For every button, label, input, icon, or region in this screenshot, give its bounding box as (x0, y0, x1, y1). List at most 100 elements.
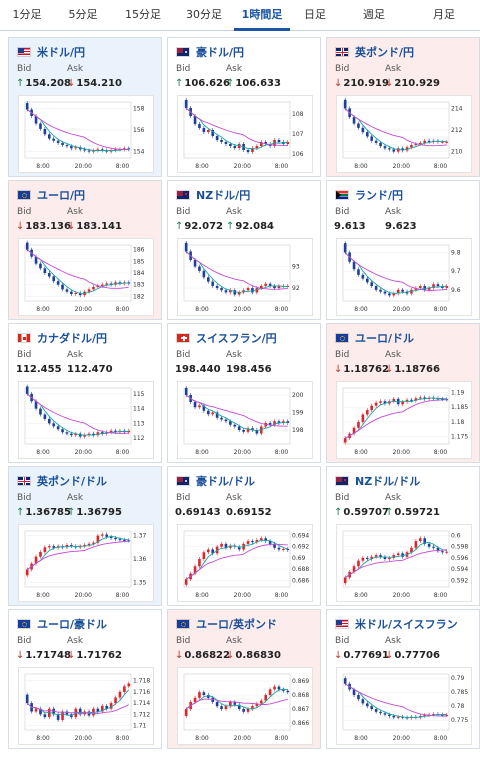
price-chart[interactable]: 1.19 1.185 1.18 1.175 8:00 20:00 8:00 (336, 381, 472, 459)
pair-name[interactable]: NZドル/ドル (355, 475, 421, 488)
candle-body (445, 141, 449, 143)
chart-svg: 1.371.361.358:00 20:00 8:00 (24, 530, 147, 599)
currency-card[interactable]: ユーロ/ドル Bid Ask ↓1.18762 ↓1.18766 1.19 1.185 1.1… (326, 323, 480, 463)
candle-body (410, 399, 413, 401)
pair-name[interactable]: 豪ドル/ドル (196, 475, 256, 488)
y-tick-label: 199 (292, 410, 304, 417)
price-chart[interactable]: 0.6 0.598 0.596 0.594 0.592 8:00 20:00 8:00 (336, 524, 472, 602)
candle-body (34, 256, 38, 264)
bid-label: Bid (335, 636, 350, 646)
timeframe-tabs: 1分足 5分足 15分足 30分足 1時間足 日足 週足 月足 (0, 0, 480, 31)
candle-body (224, 290, 228, 293)
pair-name[interactable]: ユーロ/ドル (355, 332, 415, 345)
y-tick-label: 0.785 (451, 689, 468, 696)
price-chart[interactable]: 158 156 154 8:00 20:00 8:00 (18, 95, 154, 173)
pair-name[interactable]: NZドル/円 (196, 189, 251, 202)
currency-card[interactable]: 豪ドル/円 Bid Ask ↑106.626 ↑106.633 108 107 106 8:00… (167, 37, 321, 177)
currency-card[interactable]: ユーロ/英ポンド Bid Ask ↓0.86822 ↓0.86830 0.869 0.868… (167, 609, 321, 749)
candle-body (184, 388, 188, 395)
pair-title[interactable]: カナダドル/円 (17, 331, 107, 345)
tab-3[interactable]: 15分足 (125, 8, 161, 21)
candle-body (246, 709, 250, 712)
tab-4[interactable]: 30分足 (186, 8, 222, 21)
pair-title[interactable]: ユーロ/英ポンド (176, 617, 277, 631)
price-chart[interactable]: 0.79 0.785 0.78 0.775 8:00 20:00 8:00 (336, 667, 472, 745)
tab-5[interactable]: 1時間足 (234, 0, 290, 31)
currency-card[interactable]: 豪ドル/ドル Bid Ask 0.69143 0.69152 0.694 0.692 0.69… (167, 466, 321, 606)
ask-number: 154.210 (76, 78, 122, 89)
currency-card[interactable]: スイスフラン/円 Bid Ask 198.440 198.456 200 199 198 8:0… (167, 323, 321, 463)
pair-title[interactable]: 米ドル/スイスフラン (335, 617, 458, 631)
pair-name[interactable]: 英ポンド/ドル (37, 475, 108, 488)
y-tick-label: 93 (292, 264, 300, 271)
tab-7[interactable]: 週足 (363, 8, 385, 21)
price-chart[interactable]: 214 212 210 8:00 20:00 8:00 (336, 95, 472, 173)
price-chart[interactable]: 108 107 106 8:00 20:00 8:00 (177, 95, 313, 173)
pair-title[interactable]: ユーロ/ドル (335, 331, 414, 345)
bid-label: Bid (17, 493, 32, 503)
price-chart[interactable]: 9.8 9.7 9.6 8:00 20:00 8:00 (336, 238, 472, 316)
currency-card[interactable]: NZドル/ドル Bid Ask ↑0.59707 ↑0.59721 0.6 0.598 0.5… (326, 466, 480, 606)
tab-2[interactable]: 5分足 (68, 8, 98, 21)
pair-name[interactable]: ランド/円 (355, 189, 404, 202)
bid-number: 92.072 (184, 221, 223, 232)
candle-body (193, 260, 197, 267)
currency-card[interactable]: カナダドル/円 Bid Ask 112.455 112.470 115 114 113 112 8… (8, 323, 162, 463)
pair-name[interactable]: スイスフラン/円 (196, 332, 277, 345)
price-chart[interactable]: 186 185 184 183 182 8:00 20:00 8:00 (18, 238, 154, 316)
pair-name[interactable]: 米ドル/円 (37, 46, 86, 59)
pair-title[interactable]: スイスフラン/円 (176, 331, 277, 345)
candle-body (220, 288, 223, 291)
price-chart[interactable]: 1.718 1.716 1.714 1.712 1.71 8:00 20:00 8:00 (18, 667, 154, 745)
pair-title[interactable]: 英ポンド/ドル (17, 474, 107, 488)
candle-body (193, 566, 197, 574)
pair-title[interactable]: ユーロ/豪ドル (17, 617, 107, 631)
currency-card[interactable]: 英ポンド/ドル Bid Ask ↑1.36785 ↑1.36795 1.37 1.36 1.3… (8, 466, 162, 606)
candle-body (184, 579, 188, 585)
pair-name[interactable]: ユーロ/豪ドル (37, 618, 108, 631)
pair-title[interactable]: 英ポンド/円 (335, 45, 414, 59)
price-chart[interactable]: 1.37 1.36 1.35 8:00 20:00 8:00 (18, 524, 154, 602)
currency-card[interactable]: ランド/円 Bid Ask 9.613 9.623 9.8 9.7 9.6 8:00 20:00 8… (326, 180, 480, 320)
pair-name[interactable]: 豪ドル/円 (196, 46, 245, 59)
x-tick-label: 8:00 (195, 306, 209, 313)
price-chart[interactable]: 0.869 0.868 0.867 0.866 8:00 20:00 8:00 (177, 667, 313, 745)
pair-name[interactable]: 米ドル/スイスフラン (355, 618, 458, 631)
pair-title[interactable]: NZドル/円 (176, 188, 250, 202)
pair-title[interactable]: 豪ドル/円 (176, 45, 244, 59)
pair-title[interactable]: ランド/円 (335, 188, 403, 202)
pair-title[interactable]: NZドル/ドル (335, 474, 420, 488)
currency-card[interactable]: 米ドル/スイスフラン Bid Ask ↓0.77691 ↓0.77706 0.79 0.78… (326, 609, 480, 749)
y-tick-label: 1.716 (133, 689, 150, 696)
pair-title[interactable]: ユーロ/円 (17, 188, 85, 202)
currency-card[interactable]: 米ドル/円 Bid Ask ↑154.208 ↓154.210 158 156 154 8:00… (8, 37, 162, 177)
candle-body (114, 430, 117, 433)
ask-label: Ask (385, 493, 402, 503)
price-chart[interactable]: 115 114 113 112 8:00 20:00 8:00 (18, 381, 154, 459)
currency-card[interactable]: 英ポンド/円 Bid Ask ↓210.919 ↓210.929 214 212 210 8:0… (326, 37, 480, 177)
candle-body (34, 556, 38, 564)
currency-card[interactable]: NZドル/円 Bid Ask ↑92.072 ↑92.084 93 92 8:00 20:00 8… (167, 180, 321, 320)
tab-1[interactable]: 1分足 (12, 8, 42, 21)
price-chart[interactable]: 93 92 8:00 20:00 8:00 (177, 238, 313, 316)
pair-name[interactable]: ユーロ/円 (37, 189, 86, 202)
price-chart[interactable]: 0.694 0.692 0.69 0.688 0.686 8:00 20:00 8:00 (177, 524, 313, 602)
ask-label: Ask (385, 350, 402, 360)
pair-name[interactable]: カナダドル/円 (37, 332, 108, 345)
candle-body (215, 702, 219, 707)
tab-8[interactable]: 月足 (433, 8, 455, 21)
tab-6[interactable]: 日足 (304, 8, 326, 21)
pair-title[interactable]: 米ドル/円 (17, 45, 85, 59)
x-tick-label: 20:00 (234, 163, 251, 170)
candle-body (396, 289, 400, 294)
x-tick-label: 8:00 (116, 306, 130, 313)
candle-body (211, 549, 215, 554)
pair-title[interactable]: 豪ドル/ドル (176, 474, 255, 488)
pair-name[interactable]: ユーロ/英ポンド (196, 618, 278, 631)
price-chart[interactable]: 200 199 198 8:00 20:00 8:00 (177, 381, 313, 459)
currency-card[interactable]: ユーロ/豪ドル Bid Ask ↓1.71748 ↓1.71762 1.718 1.716 1… (8, 609, 162, 749)
pair-name[interactable]: 英ポンド/円 (355, 46, 415, 59)
currency-card[interactable]: ユーロ/円 Bid Ask ↓183.136 ↓183.141 186 185 184 183 1… (8, 180, 162, 320)
